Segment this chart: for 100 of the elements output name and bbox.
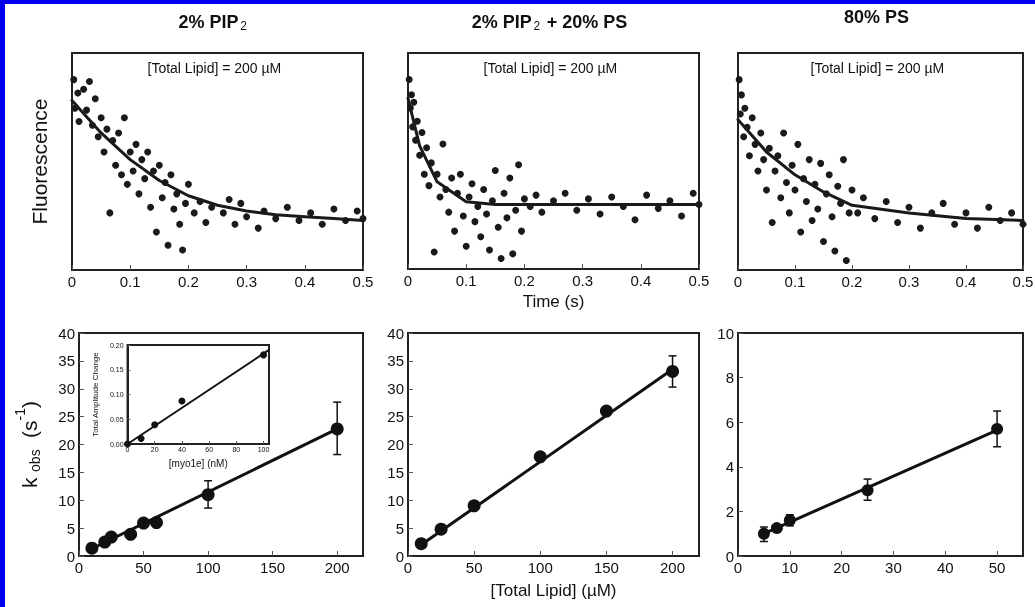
point <box>743 123 751 131</box>
y-tick-label: 6 <box>725 413 734 431</box>
x-tick-label: 150 <box>260 559 286 576</box>
point <box>735 76 743 84</box>
point <box>822 190 830 198</box>
point <box>871 215 879 223</box>
point <box>751 140 759 148</box>
point <box>797 228 805 236</box>
x-tick-label: 0.2 <box>513 272 535 289</box>
text: [Total Lipid] = 200 µM <box>483 60 618 76</box>
y-tick-label: 35 <box>387 352 404 370</box>
point <box>765 144 773 152</box>
x-tick-label: 0.1 <box>119 273 141 290</box>
x-tick-label: 0.3 <box>898 273 920 290</box>
point <box>861 484 874 497</box>
x-tick-label: 0.5 <box>688 272 710 289</box>
point <box>845 209 853 217</box>
x-tick-label: 30 <box>885 559 902 576</box>
x-tick-label: 0.4 <box>955 273 977 290</box>
point <box>820 237 827 245</box>
x-tick-label: 0.3 <box>236 273 258 290</box>
point <box>780 129 788 137</box>
y-tick-label: 0 <box>395 547 404 565</box>
point <box>768 218 776 226</box>
point <box>837 199 845 207</box>
x-tick-label: 0.5 <box>352 273 374 290</box>
point <box>137 516 151 530</box>
point <box>533 450 547 464</box>
point <box>260 351 268 359</box>
point <box>939 199 947 207</box>
point <box>737 91 745 99</box>
y-tick-label: 0 <box>66 547 75 565</box>
point <box>782 178 790 186</box>
point <box>859 194 867 202</box>
x-tick-label: 20 <box>833 559 850 576</box>
y-tick-label: 0 <box>725 547 734 565</box>
x-tick-label: 50 <box>135 559 152 576</box>
point <box>467 499 481 513</box>
chart-title: 80% PS <box>843 7 910 27</box>
point <box>741 104 749 112</box>
point <box>137 435 145 443</box>
point <box>916 224 924 232</box>
point <box>151 421 159 429</box>
point <box>973 224 981 232</box>
y-tick-label: 2 <box>725 502 734 520</box>
point <box>996 217 1004 225</box>
point <box>748 114 756 122</box>
point <box>828 213 836 221</box>
x-tick-label: 0.1 <box>784 273 806 290</box>
x-tick-label: 100 <box>195 559 221 576</box>
x-tick-label: 0.5 <box>1012 273 1034 290</box>
point <box>763 186 770 194</box>
point <box>800 175 808 183</box>
point <box>414 537 428 551</box>
point <box>760 156 768 164</box>
x-tick-label: 40 <box>936 559 954 576</box>
point <box>770 522 783 535</box>
x-axis-title: [myo1e] (nM) <box>168 457 228 469</box>
point <box>842 256 850 264</box>
point <box>1008 209 1016 217</box>
point <box>330 422 344 436</box>
point <box>124 440 132 448</box>
x-tick-label: 200 <box>660 559 686 576</box>
x-tick-label: 100 <box>527 559 553 576</box>
x-tick-label: 200 <box>324 559 350 576</box>
point <box>201 488 215 502</box>
point <box>985 203 993 211</box>
point <box>928 209 936 217</box>
point <box>825 171 833 179</box>
x-tick-label: 10 <box>781 559 799 576</box>
x-tick-label: 0.1 <box>455 272 477 289</box>
y-tick-label: 10 <box>387 491 404 509</box>
text: [Total Lipid] = 200 µM <box>147 60 282 76</box>
x-tick-label: 150 <box>593 559 619 576</box>
point <box>85 541 99 555</box>
point <box>745 152 753 160</box>
x-axis-title: Time (s) <box>522 292 585 311</box>
point <box>808 217 816 225</box>
point <box>805 156 813 164</box>
x-axis-title: [Total Lipid] (µM) <box>490 581 617 600</box>
point <box>834 182 842 190</box>
point <box>991 422 1004 435</box>
point <box>124 527 138 541</box>
y-tick-label: 5 <box>395 519 404 537</box>
x-tick-label: 50 <box>465 559 483 576</box>
point <box>1019 220 1027 228</box>
point <box>777 194 785 202</box>
point <box>149 516 163 530</box>
y-tick-label: 10 <box>717 324 734 342</box>
y-tick-label: 5 <box>66 519 75 537</box>
x-tick-label: 0.4 <box>294 273 316 290</box>
point <box>740 133 748 141</box>
y-tick-label: 10 <box>58 491 75 509</box>
point <box>839 156 847 164</box>
y-tick-label: 25 <box>387 408 404 426</box>
point <box>785 209 793 217</box>
point <box>882 197 890 205</box>
y-tick-label: 35 <box>58 352 75 370</box>
point <box>817 159 825 167</box>
y-tick-label: 30 <box>387 380 404 398</box>
